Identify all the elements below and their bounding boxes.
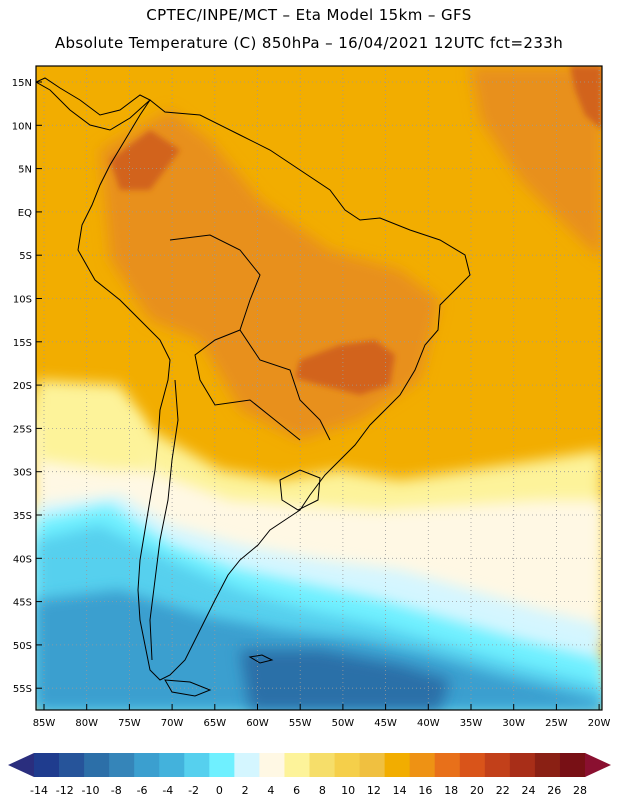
lon-label: 70W: [161, 718, 184, 729]
colorbar-label: -14: [30, 784, 48, 797]
lon-label: 25W: [545, 718, 568, 729]
colorbar-label: 16: [418, 784, 432, 797]
colorbar-label: 18: [444, 784, 458, 797]
colorbar-swatch: [159, 753, 185, 777]
bolivia-paraguay-border: [194, 329, 301, 441]
colorbar-label: 26: [547, 784, 561, 797]
field-hottest-northeast: [570, 66, 602, 130]
field-deep-blue: [240, 650, 450, 710]
colorbar-label: 6: [293, 784, 300, 797]
colorbar-label: -12: [56, 784, 74, 797]
lon-label: 35W: [460, 718, 483, 729]
colorbar-swatch: [309, 753, 335, 777]
colorbar-right-arrow: [585, 753, 611, 777]
colorbar-label: -10: [82, 784, 100, 797]
lat-label: 5S: [19, 251, 32, 262]
map-subtitle: Absolute Temperature (C) 850hPa – 16/04/…: [54, 34, 564, 52]
lat-label: 15S: [13, 338, 32, 349]
colorbar-swatch: [459, 753, 486, 777]
lon-label: 65W: [203, 718, 226, 729]
lon-label: 30W: [502, 718, 525, 729]
colorbar-swatch: [209, 753, 235, 777]
central-america-outline: [36, 77, 151, 131]
colorbar-label: -2: [188, 784, 199, 797]
colorbar-swatches: [34, 753, 586, 777]
colorbar: -14 -12 -10 -8 -6 -4 -2 0 2 4 6 8 10 12 14 16 18 20 22 24 26…: [8, 753, 611, 797]
lat-label: 30S: [13, 468, 32, 479]
colorbar-swatch: [259, 753, 285, 777]
lat-label: 25S: [13, 424, 32, 435]
lon-label: 75W: [118, 718, 141, 729]
lat-label: 35S: [13, 511, 32, 522]
colorbar-swatch: [484, 753, 511, 777]
colorbar-swatch: [284, 753, 310, 777]
colorbar-swatch: [409, 753, 436, 777]
colorbar-swatch: [134, 753, 160, 777]
colorbar-label: 4: [267, 784, 274, 797]
colorbar-label: 24: [521, 784, 535, 797]
colorbar-labels: -14 -12 -10 -8 -6 -4 -2 0 2 4 6 8 10 12 14 16 18 20 22 24 26…: [30, 784, 587, 797]
lat-label: 10N: [12, 121, 32, 132]
temperature-field: [36, 66, 602, 710]
colorbar-swatch: [384, 753, 411, 777]
map-frame: [35, 65, 603, 711]
colorbar-label: 22: [496, 784, 510, 797]
colorbar-label: 20: [470, 784, 484, 797]
colorbar-label: 0: [216, 784, 223, 797]
tierra-del-fuego: [164, 679, 212, 697]
colorbar-swatch: [109, 753, 135, 777]
lon-label: 80W: [75, 718, 98, 729]
colorbar-swatch: [534, 753, 561, 777]
field-land-hottest: [295, 340, 395, 395]
falklands: [248, 654, 274, 664]
lon-label: 45W: [374, 718, 397, 729]
lat-label: 20S: [13, 381, 32, 392]
field-chile-cool: [36, 380, 150, 470]
map-title: CPTEC/INPE/MCT – Eta Model 15km – GFS: [146, 6, 472, 24]
lon-label: 55W: [289, 718, 312, 729]
lat-label: 5N: [18, 165, 32, 176]
colorbar-swatch: [434, 753, 461, 777]
lon-label: 85W: [33, 718, 56, 729]
lon-label: 60W: [246, 718, 269, 729]
lat-label: EQ: [18, 208, 32, 219]
colorbar-swatch: [59, 753, 85, 777]
colorbar-label: 28: [573, 784, 587, 797]
colorbar-label: -4: [162, 784, 173, 797]
lon-label: 40W: [417, 718, 440, 729]
lat-label: 15N: [12, 78, 32, 89]
colorbar-swatch: [234, 753, 260, 777]
colorbar-label: 2: [242, 784, 249, 797]
colorbar-swatch: [509, 753, 536, 777]
lat-label: 40S: [13, 554, 32, 565]
colorbar-label: 12: [367, 784, 381, 797]
argentina-chile-border: [149, 379, 179, 661]
south-america-outline: [77, 99, 471, 681]
lat-label: 55S: [13, 684, 32, 695]
colorbar-label: 8: [319, 784, 326, 797]
coastlines: [36, 77, 471, 697]
lat-label: 45S: [13, 598, 32, 609]
colorbar-swatch: [84, 753, 110, 777]
lat-axis: 15N 10N 5N EQ 5S 10S 15S 20S 25S 30S 35S 40S 45S 50S 5…: [12, 78, 42, 695]
colorbar-swatch: [359, 753, 386, 777]
uruguay-outline: [279, 469, 321, 511]
lon-label: 50W: [332, 718, 355, 729]
lat-label: 50S: [13, 641, 32, 652]
field-andes-hot: [110, 130, 180, 190]
colorbar-label: -6: [137, 784, 148, 797]
colorbar-swatch: [184, 753, 210, 777]
colorbar-swatch: [34, 753, 60, 777]
graticule: [36, 66, 602, 710]
lon-axis: 85W 80W 75W 70W 65W 60W 55W 50W 45W 40W 35W 30W 25W 2…: [33, 704, 611, 729]
colorbar-label: 10: [341, 784, 355, 797]
colorbar-swatch: [559, 753, 586, 777]
colorbar-label: -8: [111, 784, 122, 797]
lon-label: 20W: [588, 718, 611, 729]
lat-label: 10S: [13, 295, 32, 306]
colorbar-swatch: [334, 753, 360, 777]
colorbar-left-arrow: [8, 753, 34, 777]
colorbar-label: 14: [393, 784, 407, 797]
